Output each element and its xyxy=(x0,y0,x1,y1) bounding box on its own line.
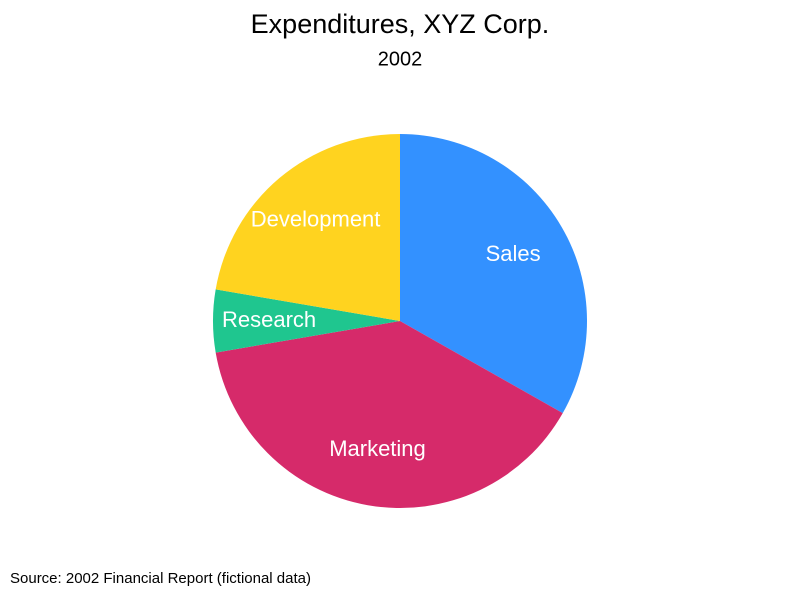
pie-slice xyxy=(212,289,400,353)
slice-label: Sales xyxy=(486,241,541,266)
slice-label: Research xyxy=(222,307,316,332)
pie-slice xyxy=(400,134,588,414)
chart-subtitle: 2002 xyxy=(378,48,423,70)
source-note: Source: 2002 Financial Report (fictional… xyxy=(10,570,311,587)
pie-slice xyxy=(215,134,400,321)
slice-label: Marketing xyxy=(329,436,426,461)
chart-title: Expenditures, XYZ Corp. xyxy=(251,9,550,39)
pie-slice xyxy=(215,321,563,509)
slice-label: Development xyxy=(251,207,381,232)
